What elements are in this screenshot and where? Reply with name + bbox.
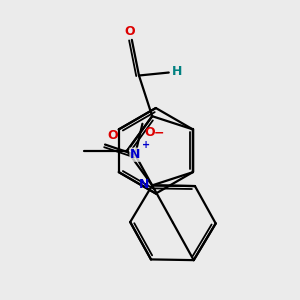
Text: −: − — [153, 127, 164, 140]
Text: N: N — [138, 178, 149, 191]
Text: O: O — [107, 129, 118, 142]
Text: N: N — [130, 148, 140, 161]
Text: O: O — [145, 126, 155, 139]
Text: O: O — [125, 25, 135, 38]
Text: +: + — [142, 140, 150, 150]
Text: H: H — [172, 65, 183, 78]
